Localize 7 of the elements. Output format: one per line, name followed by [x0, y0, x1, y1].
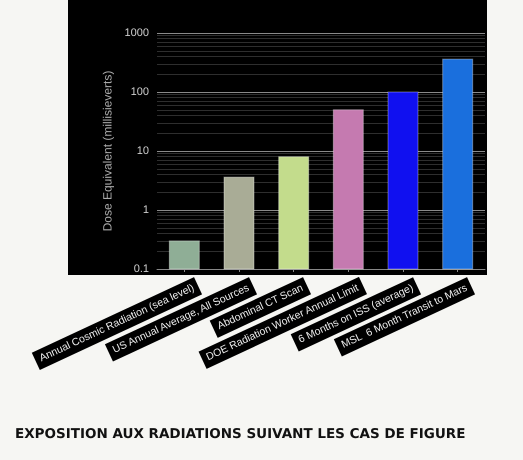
y-tick-label: 1000 — [124, 27, 149, 39]
y-tick-label: 1 — [142, 204, 149, 216]
y-tick-label: 100 — [130, 86, 149, 98]
y-tick-label: 0.1 — [134, 263, 149, 275]
y-axis-title: Dose Equivalent (millisieverts) — [100, 70, 115, 232]
text: EXPOSITION AUX RADIATIONS SUIVANT LES CAS DE FIGURE — [15, 426, 466, 442]
y-tick-label: 10 — [136, 145, 149, 157]
